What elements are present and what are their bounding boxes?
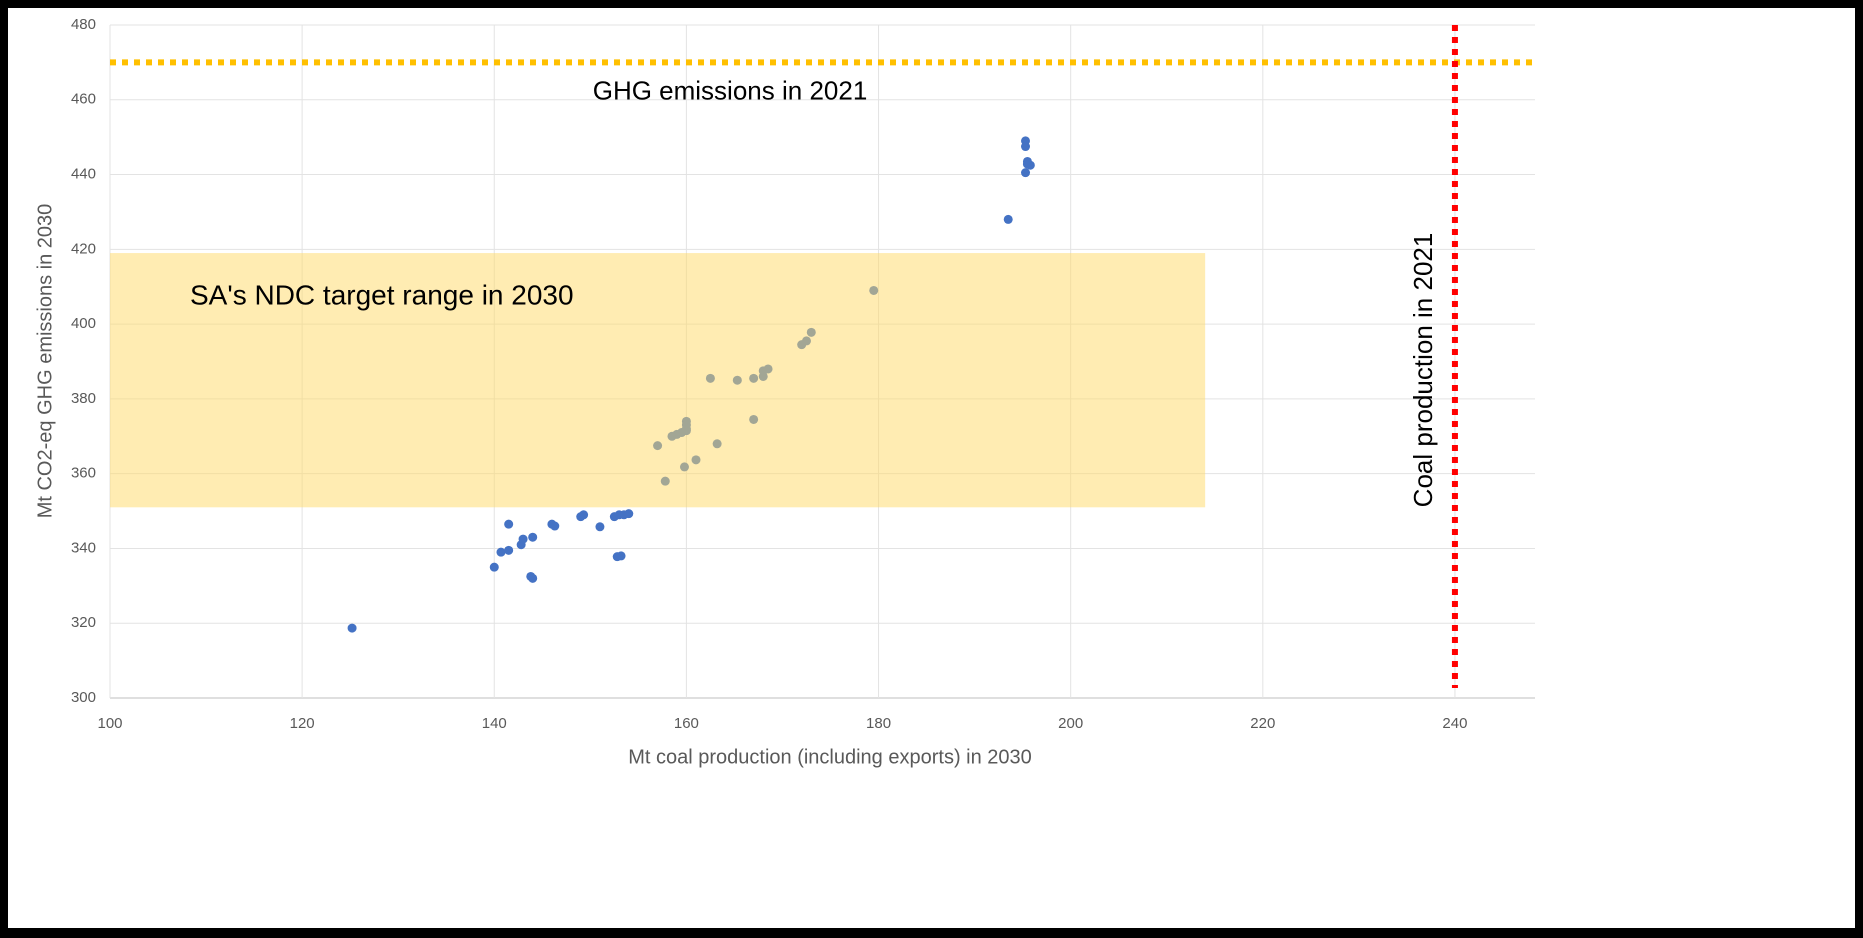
y-tick-label: 460 [71, 91, 96, 108]
y-tick-label: 440 [71, 166, 96, 183]
x-tick-label: 120 [290, 715, 315, 732]
x-tick-label: 140 [482, 715, 507, 732]
point [1025, 160, 1035, 170]
y-axis-title: Mt CO2-eq GHG emissions in 2030 [34, 204, 56, 519]
x-tick-label: 180 [866, 715, 891, 732]
point [518, 534, 528, 544]
x-tick-label: 160 [674, 715, 699, 732]
point [528, 573, 538, 583]
x-tick-label: 100 [97, 715, 122, 732]
band-label: SA's NDC target range in 2030 [190, 279, 574, 310]
reference-label: Coal production in 2021 [1408, 233, 1438, 508]
x-tick-label: 220 [1250, 715, 1275, 732]
point [1021, 168, 1031, 178]
point [504, 545, 514, 555]
point [496, 547, 506, 557]
point [612, 552, 622, 562]
y-tick-label: 380 [71, 390, 96, 407]
x-tick-label: 240 [1442, 715, 1467, 732]
point [550, 521, 560, 531]
point [1021, 142, 1031, 152]
y-tick-label: 320 [71, 614, 96, 631]
point [595, 522, 605, 532]
point [489, 562, 499, 572]
y-tick-label: 420 [71, 240, 96, 257]
point [1003, 214, 1013, 224]
y-tick-label: 340 [71, 539, 96, 556]
point [579, 510, 589, 520]
x-axis-title: Mt coal production (including exports) i… [628, 746, 1032, 768]
y-tick-label: 300 [71, 689, 96, 706]
target-band [110, 253, 1206, 508]
point [504, 519, 514, 529]
y-tick-label: 480 [71, 16, 96, 33]
x-tick-label: 200 [1058, 715, 1083, 732]
point [624, 509, 634, 519]
y-tick-label: 400 [71, 315, 96, 332]
reference-label: GHG emissions in 2021 [593, 75, 868, 105]
point [347, 623, 357, 633]
y-tick-label: 360 [71, 465, 96, 482]
point [528, 532, 538, 542]
